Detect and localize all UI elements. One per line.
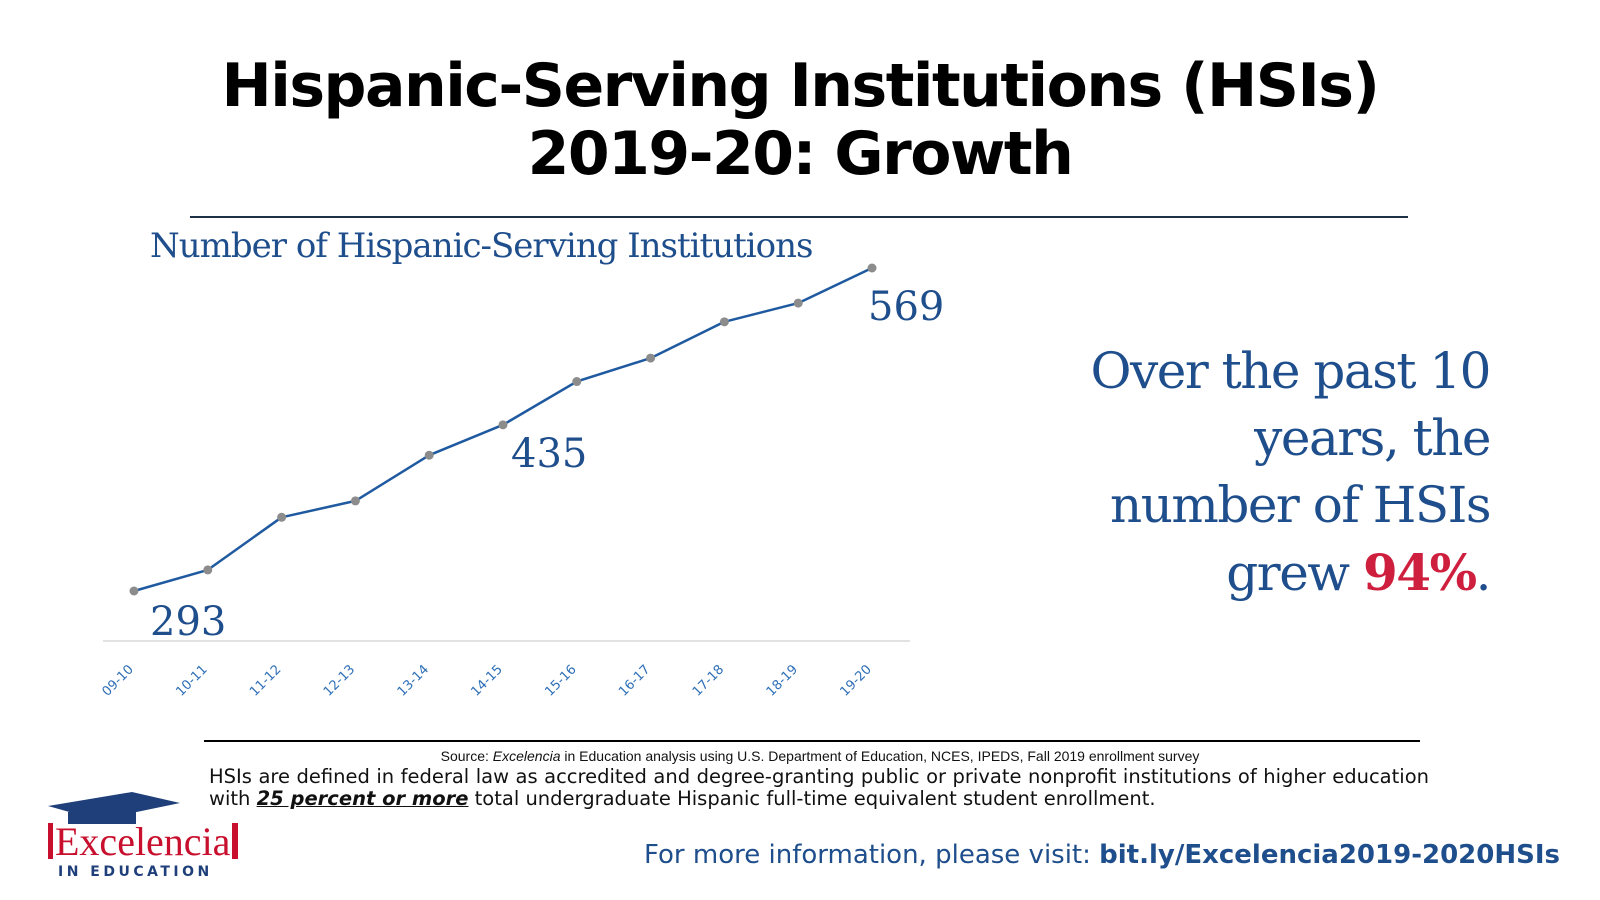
- data-point: [277, 512, 287, 522]
- x-tick-label: 18-19: [764, 662, 801, 699]
- definition-before: HSIs are defined in federal law as accre…: [209, 765, 1429, 810]
- logo-subtitle: IN EDUCATION: [58, 864, 213, 880]
- excelencia-logo: Excelencia IN EDUCATION: [40, 790, 280, 880]
- x-tick-label: 16-17: [616, 662, 653, 699]
- x-tick-label: 15-16: [542, 662, 579, 699]
- logo-wordmark: Excelencia: [48, 819, 239, 864]
- x-tick-label: 12-13: [321, 662, 358, 699]
- graduation-cap-icon: [48, 792, 180, 824]
- callout-period: .: [1475, 544, 1492, 602]
- x-tick-label: 13-14: [395, 662, 432, 699]
- title-line-1: Hispanic-Serving Institutions (HSIs): [221, 51, 1380, 121]
- data-point: [719, 317, 729, 327]
- x-tick-label: 09-10: [100, 662, 137, 699]
- chart-title: Number of Hispanic-Serving Institutions: [150, 226, 812, 266]
- callout-line-4: grew 94%.: [1020, 539, 1492, 607]
- x-tick-label: 14-15: [469, 662, 506, 699]
- line-chart: Number of Hispanic-Serving Institutions …: [100, 226, 945, 700]
- source-prefix: Source:: [440, 748, 493, 764]
- callout-line-3: number of HSIs: [1110, 476, 1491, 534]
- data-point: [350, 496, 360, 506]
- more-info-link[interactable]: bit.ly/Excelencia2019-2020HSIs: [1099, 840, 1560, 870]
- hsi-definition: HSIs are defined in federal law as accre…: [209, 766, 1429, 810]
- source-note: Source: Excelencia in Education analysis…: [0, 748, 1600, 764]
- callout-grew: grew: [1226, 544, 1363, 602]
- data-point: [572, 377, 582, 387]
- source-rest: in Education analysis using U.S. Departm…: [560, 748, 1200, 764]
- data-point: [424, 450, 434, 460]
- data-point: [498, 420, 508, 430]
- page-title: Hispanic-Serving Institutions (HSIs) 201…: [0, 52, 1600, 188]
- data-label: 435: [511, 431, 587, 477]
- definition-emphasis: 25 percent or more: [256, 787, 469, 810]
- x-tick-label: 17-18: [690, 662, 727, 699]
- title-divider: [190, 216, 1408, 218]
- x-tick-label: 11-12: [247, 662, 284, 699]
- source-emphasis: Excelencia: [492, 748, 561, 764]
- series-line: [133, 266, 873, 593]
- callout-line-2: years, the: [1254, 409, 1491, 467]
- title-line-2: 2019-20: Growth: [527, 119, 1074, 189]
- data-point: [646, 353, 656, 363]
- data-point: [129, 586, 139, 596]
- footer-divider: [204, 740, 1420, 742]
- data-label: 569: [868, 284, 944, 330]
- more-info-prefix: For more information, please visit:: [644, 840, 1100, 870]
- logo-word: Excelencia: [55, 819, 231, 864]
- x-tick-label: 19-20: [838, 662, 875, 699]
- data-point: [867, 263, 877, 273]
- x-tick-label: 10-11: [173, 662, 210, 699]
- logo-left-bar: [48, 823, 53, 859]
- logo-right-bar: [232, 823, 239, 859]
- data-point: [203, 565, 213, 575]
- growth-callout: Over the past 10 years, the number of HS…: [1020, 338, 1492, 607]
- more-info: For more information, please visit: bit.…: [644, 840, 1560, 870]
- callout-line-1: Over the past 10: [1090, 342, 1492, 400]
- data-label: 293: [150, 599, 226, 645]
- definition-after: total undergraduate Hispanic full-time e…: [468, 787, 1156, 810]
- data-point: [793, 298, 803, 308]
- growth-percent: 94%: [1363, 543, 1477, 602]
